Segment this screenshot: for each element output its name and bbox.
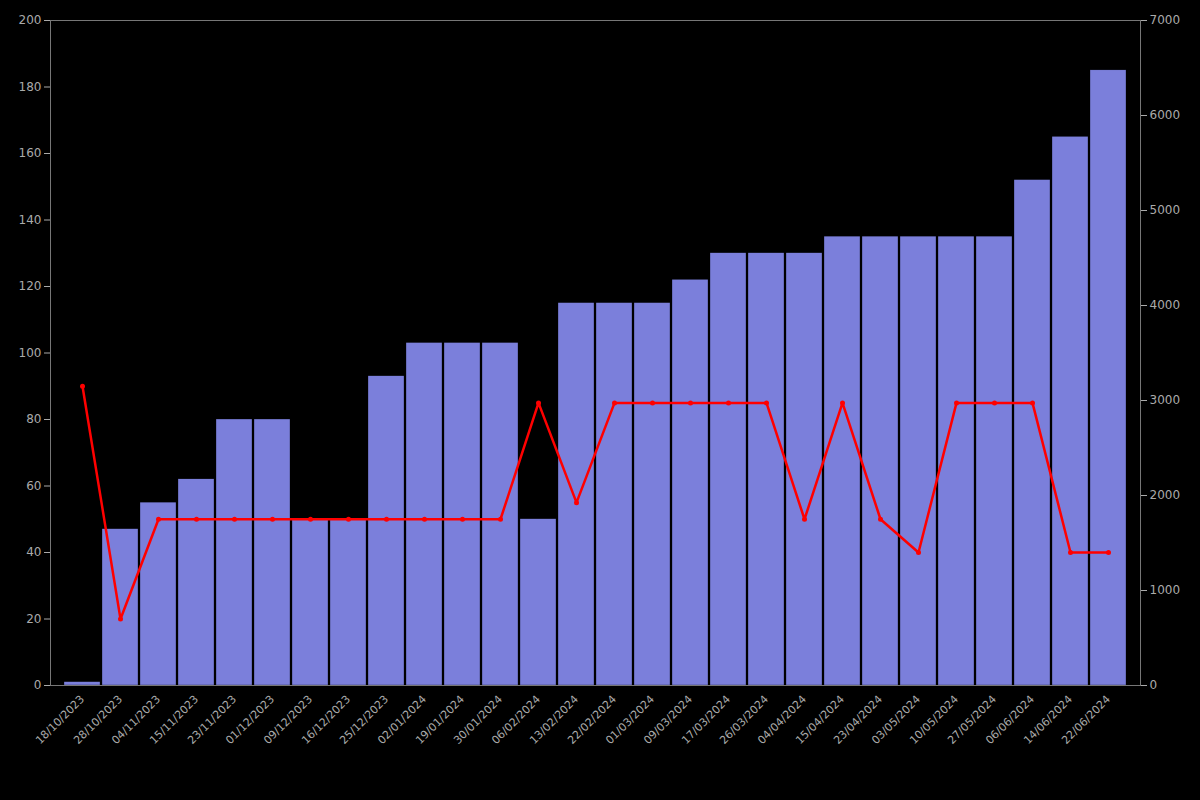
svg-text:02/01/2024: 02/01/2024	[375, 692, 430, 747]
svg-text:0: 0	[1150, 678, 1158, 692]
svg-text:160: 160	[19, 146, 42, 160]
svg-text:40: 40	[26, 545, 41, 559]
svg-text:26/03/2024: 26/03/2024	[717, 692, 772, 747]
svg-text:19/01/2024: 19/01/2024	[413, 692, 468, 747]
svg-text:4000: 4000	[1150, 298, 1181, 312]
svg-text:140: 140	[19, 213, 42, 227]
svg-text:3000: 3000	[1150, 393, 1181, 407]
svg-text:5000: 5000	[1150, 203, 1181, 217]
svg-text:120: 120	[19, 279, 42, 293]
svg-text:6000: 6000	[1150, 108, 1181, 122]
svg-text:04/04/2024: 04/04/2024	[755, 692, 810, 747]
svg-text:23/04/2024: 23/04/2024	[831, 692, 886, 747]
svg-text:06/06/2024: 06/06/2024	[983, 692, 1038, 747]
svg-text:03/05/2024: 03/05/2024	[869, 692, 924, 747]
svg-text:7000: 7000	[1150, 13, 1181, 27]
svg-text:10/05/2024: 10/05/2024	[907, 692, 962, 747]
svg-text:25/12/2023: 25/12/2023	[337, 692, 392, 747]
svg-text:18/10/2023: 18/10/2023	[33, 692, 88, 747]
svg-text:15/04/2024: 15/04/2024	[793, 692, 848, 747]
svg-text:13/02/2024: 13/02/2024	[527, 692, 582, 747]
svg-text:180: 180	[19, 80, 42, 94]
svg-text:09/03/2024: 09/03/2024	[641, 692, 696, 747]
svg-text:200: 200	[19, 13, 42, 27]
svg-text:28/10/2023: 28/10/2023	[71, 692, 126, 747]
svg-text:09/12/2023: 09/12/2023	[261, 692, 316, 747]
svg-text:30/01/2024: 30/01/2024	[451, 692, 506, 747]
svg-text:01/03/2024: 01/03/2024	[603, 692, 658, 747]
svg-text:60: 60	[26, 479, 41, 493]
svg-text:2000: 2000	[1150, 488, 1181, 502]
svg-text:17/03/2024: 17/03/2024	[679, 692, 734, 747]
svg-text:15/11/2023: 15/11/2023	[147, 692, 202, 747]
svg-text:0: 0	[34, 678, 42, 692]
svg-text:14/06/2024: 14/06/2024	[1021, 692, 1076, 747]
svg-text:22/06/2024: 22/06/2024	[1059, 693, 1113, 747]
svg-text:80: 80	[26, 412, 41, 426]
svg-text:16/12/2023: 16/12/2023	[299, 692, 354, 747]
svg-text:27/05/2024: 27/05/2024	[945, 692, 1000, 747]
svg-text:1000: 1000	[1150, 583, 1181, 597]
svg-text:20: 20	[26, 612, 41, 626]
svg-text:23/11/2023: 23/11/2023	[185, 692, 240, 747]
svg-text:22/02/2024: 22/02/2024	[565, 692, 620, 747]
svg-text:100: 100	[19, 346, 42, 360]
svg-text:04/11/2023: 04/11/2023	[109, 692, 164, 747]
svg-text:01/12/2023: 01/12/2023	[223, 692, 278, 747]
svg-text:06/02/2024: 06/02/2024	[489, 692, 544, 747]
